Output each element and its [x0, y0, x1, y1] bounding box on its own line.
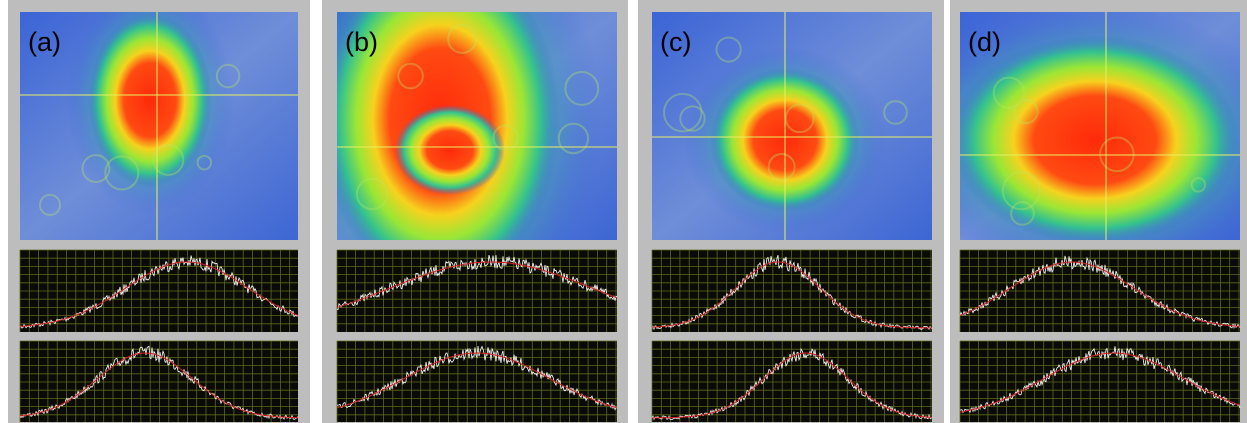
gaussian-fit: [336, 352, 618, 409]
panel-label: (c): [660, 27, 691, 57]
panel-label: (b): [345, 27, 378, 57]
diffraction-ring: [883, 100, 908, 125]
diffraction-ring: [152, 144, 185, 176]
beam-spot: [88, 12, 212, 188]
plot-background: [960, 341, 1240, 422]
plot-background: [652, 341, 932, 422]
plot-background: [20, 341, 298, 422]
profile-plot: [651, 340, 933, 422]
diffraction-ring: [1099, 136, 1135, 173]
beam-spot: [395, 105, 505, 195]
diffraction-ring: [104, 155, 140, 191]
profile-data: [959, 255, 1241, 330]
beam-image: [337, 12, 617, 240]
diffraction-ring: [715, 36, 742, 63]
profile-data: [336, 255, 618, 311]
panel: (c): [638, 0, 944, 423]
diffraction-ring: [564, 71, 600, 106]
diffraction-ring: [767, 153, 796, 182]
gaussian-fit: [19, 352, 299, 419]
diffraction-ring: [992, 76, 1026, 109]
diffraction-ring: [447, 24, 478, 54]
panel: (d): [950, 0, 1247, 423]
diffraction-ring: [215, 63, 241, 89]
diffraction-ring: [557, 122, 590, 155]
gaussian-fit: [652, 352, 933, 419]
profile-data: [959, 346, 1241, 414]
gaussian-fit: [336, 261, 618, 308]
panel-label: (d): [968, 27, 1001, 57]
profile-data: [19, 255, 299, 329]
beam-spot: [960, 35, 1240, 240]
gaussian-fit: [959, 352, 1241, 413]
diffraction-ring: [492, 124, 519, 151]
diffraction-ring: [196, 154, 213, 171]
profile-data: [19, 345, 299, 420]
diffraction-ring: [1001, 171, 1041, 211]
profile-plot: [651, 249, 933, 332]
diffraction-ring: [679, 105, 706, 132]
diffraction-ring: [1010, 201, 1035, 226]
panel-label: (a): [28, 27, 61, 57]
diffraction-ring: [1013, 98, 1039, 125]
diffraction-ring: [397, 62, 424, 90]
panel: (b): [322, 0, 628, 423]
gaussian-fit: [651, 261, 932, 329]
profile-data: [651, 347, 933, 421]
diffraction-ring: [662, 92, 703, 133]
profile-plot: [19, 340, 299, 422]
diffraction-ring: [1190, 177, 1207, 193]
diffraction-ring: [38, 193, 62, 216]
beam-image: [652, 12, 932, 240]
profile-plot: [336, 340, 618, 422]
panel: (a): [8, 0, 310, 423]
diffraction-ring: [81, 154, 111, 184]
beam-image: [960, 12, 1240, 240]
gaussian-fit: [19, 261, 299, 327]
beam-image: [20, 12, 298, 240]
profile-plot: [336, 249, 618, 332]
diffraction-ring: [784, 103, 815, 134]
profile-plot: [19, 249, 299, 332]
diffraction-ring: [355, 177, 389, 211]
gaussian-fit: [959, 261, 1241, 327]
profile-plot: [959, 340, 1241, 422]
profile-plot: [959, 249, 1241, 332]
